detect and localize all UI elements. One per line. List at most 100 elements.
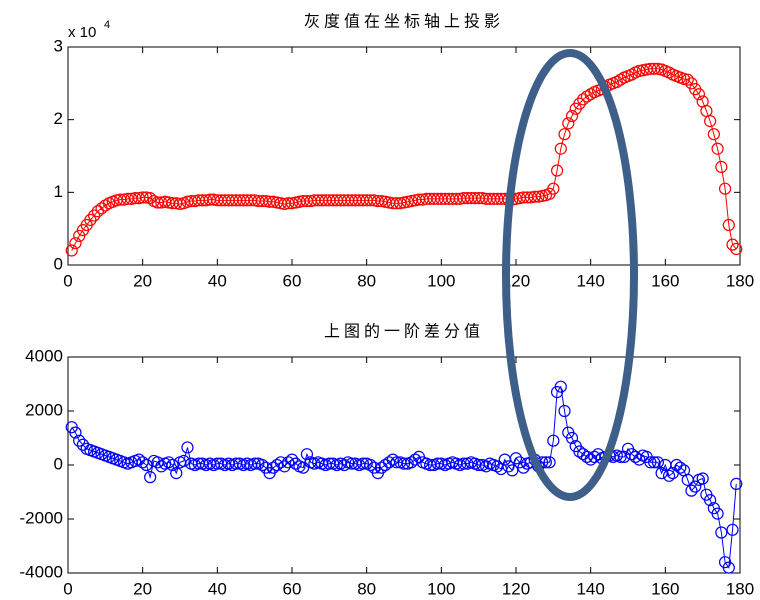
data-point bbox=[696, 472, 709, 485]
data-point bbox=[166, 458, 179, 472]
data-point bbox=[285, 453, 299, 466]
data-point bbox=[662, 469, 676, 482]
x-tick-label: 20 bbox=[133, 579, 152, 598]
data-point bbox=[681, 73, 694, 86]
data-point bbox=[144, 471, 157, 484]
x-tick-label: 80 bbox=[357, 579, 376, 598]
data-point bbox=[614, 450, 627, 463]
x-tick-label: 140 bbox=[576, 579, 604, 598]
x-tick-label: 120 bbox=[502, 579, 530, 598]
data-point bbox=[633, 453, 646, 466]
x-tick-label: 0 bbox=[63, 271, 72, 290]
x-tick-label: 140 bbox=[576, 271, 604, 290]
data-point bbox=[69, 237, 82, 250]
data-point bbox=[136, 191, 149, 204]
data-point bbox=[73, 434, 86, 447]
y-tick-label: 4000 bbox=[25, 346, 63, 365]
data-point bbox=[177, 454, 190, 468]
x-tick-label: 60 bbox=[283, 579, 302, 598]
x-tick-label: 180 bbox=[726, 579, 754, 598]
data-point bbox=[506, 464, 519, 477]
x-tick-label: 60 bbox=[283, 271, 302, 290]
data-point bbox=[356, 457, 370, 470]
data-point bbox=[674, 461, 687, 474]
data-point bbox=[547, 182, 560, 195]
data-point bbox=[144, 192, 157, 205]
y-tick-label: -4000 bbox=[20, 562, 63, 581]
data-point bbox=[711, 507, 724, 520]
x-tick-label: 180 bbox=[726, 271, 754, 290]
data-point bbox=[580, 450, 594, 463]
data-point bbox=[91, 205, 104, 218]
data-point bbox=[558, 128, 571, 141]
data-point bbox=[69, 426, 82, 439]
data-point bbox=[692, 88, 706, 101]
data-point bbox=[256, 458, 269, 472]
data-point bbox=[181, 441, 194, 454]
data-point bbox=[689, 480, 702, 493]
x-tick-label: 160 bbox=[651, 271, 679, 290]
x-tick-label: 100 bbox=[427, 271, 455, 290]
y-tick-label: 0 bbox=[54, 254, 63, 273]
x-tick-label: 0 bbox=[63, 579, 72, 598]
data-point bbox=[547, 434, 560, 447]
data-point bbox=[711, 142, 724, 155]
y-tick-label: 0 bbox=[54, 454, 63, 473]
data-point bbox=[648, 456, 661, 469]
data-point bbox=[726, 238, 739, 251]
data-point bbox=[84, 213, 97, 227]
data-point bbox=[554, 142, 567, 155]
y-tick-label: -2000 bbox=[20, 508, 63, 527]
data-point bbox=[509, 452, 523, 465]
data-point bbox=[651, 456, 664, 469]
data-point bbox=[648, 62, 661, 75]
data-point bbox=[300, 448, 314, 461]
data-point bbox=[550, 164, 564, 177]
x-tick-label: 40 bbox=[208, 271, 227, 290]
data-point bbox=[730, 477, 743, 490]
y-tick-label: 1 bbox=[54, 182, 63, 201]
chart-title: 灰度值在坐标轴上投影 bbox=[304, 12, 504, 31]
y-tick-label: 2000 bbox=[25, 400, 63, 419]
data-point bbox=[722, 218, 735, 232]
data-point bbox=[726, 523, 739, 536]
x-tick-label: 160 bbox=[651, 579, 679, 598]
data-point bbox=[270, 458, 284, 472]
data-point bbox=[397, 457, 411, 470]
data-point bbox=[502, 460, 515, 473]
data-point bbox=[715, 526, 728, 539]
data-point bbox=[409, 453, 422, 466]
data-point bbox=[644, 456, 657, 469]
data-point bbox=[565, 109, 579, 123]
data-point bbox=[562, 117, 575, 130]
data-point bbox=[539, 456, 552, 469]
data-point bbox=[140, 458, 153, 472]
data-point bbox=[543, 456, 556, 469]
data-point bbox=[274, 456, 287, 469]
data-point bbox=[730, 242, 743, 256]
data-point bbox=[685, 484, 698, 497]
data-point bbox=[704, 494, 717, 507]
y-tick-label: 2 bbox=[54, 109, 63, 128]
data-point bbox=[364, 458, 377, 472]
data-point bbox=[554, 380, 567, 393]
data-point bbox=[278, 460, 291, 473]
x-tick-label: 80 bbox=[357, 271, 376, 290]
data-point bbox=[558, 404, 571, 418]
data-point bbox=[248, 457, 261, 470]
y-multiplier: x 10 bbox=[68, 24, 96, 41]
data-point bbox=[704, 115, 717, 128]
data-point bbox=[289, 457, 302, 470]
data-point bbox=[718, 182, 732, 195]
y-multiplier-exponent: 4 bbox=[104, 19, 110, 31]
data-point bbox=[386, 453, 399, 466]
data-point bbox=[707, 128, 720, 141]
highlight-ellipse bbox=[502, 49, 638, 501]
x-tick-label: 40 bbox=[208, 579, 227, 598]
data-point bbox=[715, 160, 728, 173]
y-tick-label: 3 bbox=[54, 36, 63, 55]
data-point bbox=[565, 431, 579, 445]
data-point bbox=[722, 561, 735, 574]
chart-title: 上图的一阶差分值 bbox=[324, 322, 484, 341]
